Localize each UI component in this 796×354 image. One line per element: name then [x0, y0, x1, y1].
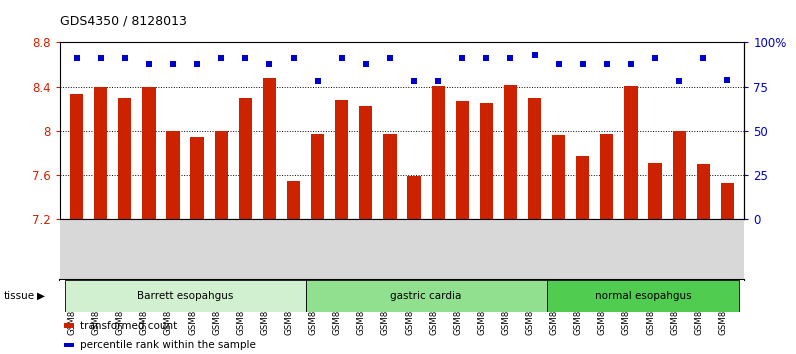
Point [721, 77, 734, 82]
Point [697, 56, 710, 61]
Bar [384, 134, 396, 219]
Bar [431, 86, 445, 219]
Point [456, 56, 469, 61]
Point [263, 61, 275, 67]
Bar [600, 134, 614, 219]
Point [239, 56, 252, 61]
Text: GDS4350 / 8128013: GDS4350 / 8128013 [60, 14, 186, 27]
Point [166, 61, 179, 67]
Bar [239, 98, 252, 219]
Point [649, 56, 661, 61]
Bar [190, 137, 204, 219]
Point [408, 79, 420, 84]
Point [94, 56, 107, 61]
Bar [673, 131, 686, 219]
Point [142, 61, 155, 67]
Bar [306, 280, 547, 312]
Bar [649, 163, 661, 219]
Point [215, 56, 228, 61]
Point [576, 61, 589, 67]
Point [384, 56, 396, 61]
Text: tissue: tissue [4, 291, 35, 301]
Text: normal esopahgus: normal esopahgus [595, 291, 692, 301]
Bar [547, 280, 739, 312]
Bar [696, 164, 710, 219]
Point [119, 56, 131, 61]
Point [287, 56, 300, 61]
Bar [335, 100, 349, 219]
Bar [480, 103, 493, 219]
Point [600, 61, 613, 67]
Text: Barrett esopahgus: Barrett esopahgus [137, 291, 233, 301]
Bar [142, 87, 155, 219]
Point [504, 56, 517, 61]
Point [552, 61, 565, 67]
Point [191, 61, 204, 67]
Bar [311, 134, 324, 219]
Point [360, 61, 373, 67]
Text: percentile rank within the sample: percentile rank within the sample [80, 340, 256, 350]
Bar [576, 156, 589, 219]
Point [70, 56, 83, 61]
Bar [504, 85, 517, 219]
Bar [166, 131, 180, 219]
Text: ▶: ▶ [37, 291, 45, 301]
Bar [215, 131, 228, 219]
Point [480, 56, 493, 61]
Bar [263, 78, 276, 219]
Bar [624, 86, 638, 219]
Bar [455, 101, 469, 219]
Point [335, 56, 348, 61]
Text: gastric cardia: gastric cardia [390, 291, 462, 301]
Bar [720, 183, 734, 219]
Bar [287, 181, 300, 219]
Point [431, 79, 444, 84]
Bar [408, 176, 420, 219]
Point [625, 61, 638, 67]
Point [673, 79, 685, 84]
Point [529, 52, 541, 58]
Bar [528, 98, 541, 219]
Bar [552, 135, 565, 219]
Bar [94, 87, 107, 219]
Point [311, 79, 324, 84]
Bar [359, 105, 373, 219]
Bar [70, 95, 84, 219]
Text: transformed count: transformed count [80, 321, 178, 331]
Bar [64, 280, 306, 312]
Bar [118, 98, 131, 219]
